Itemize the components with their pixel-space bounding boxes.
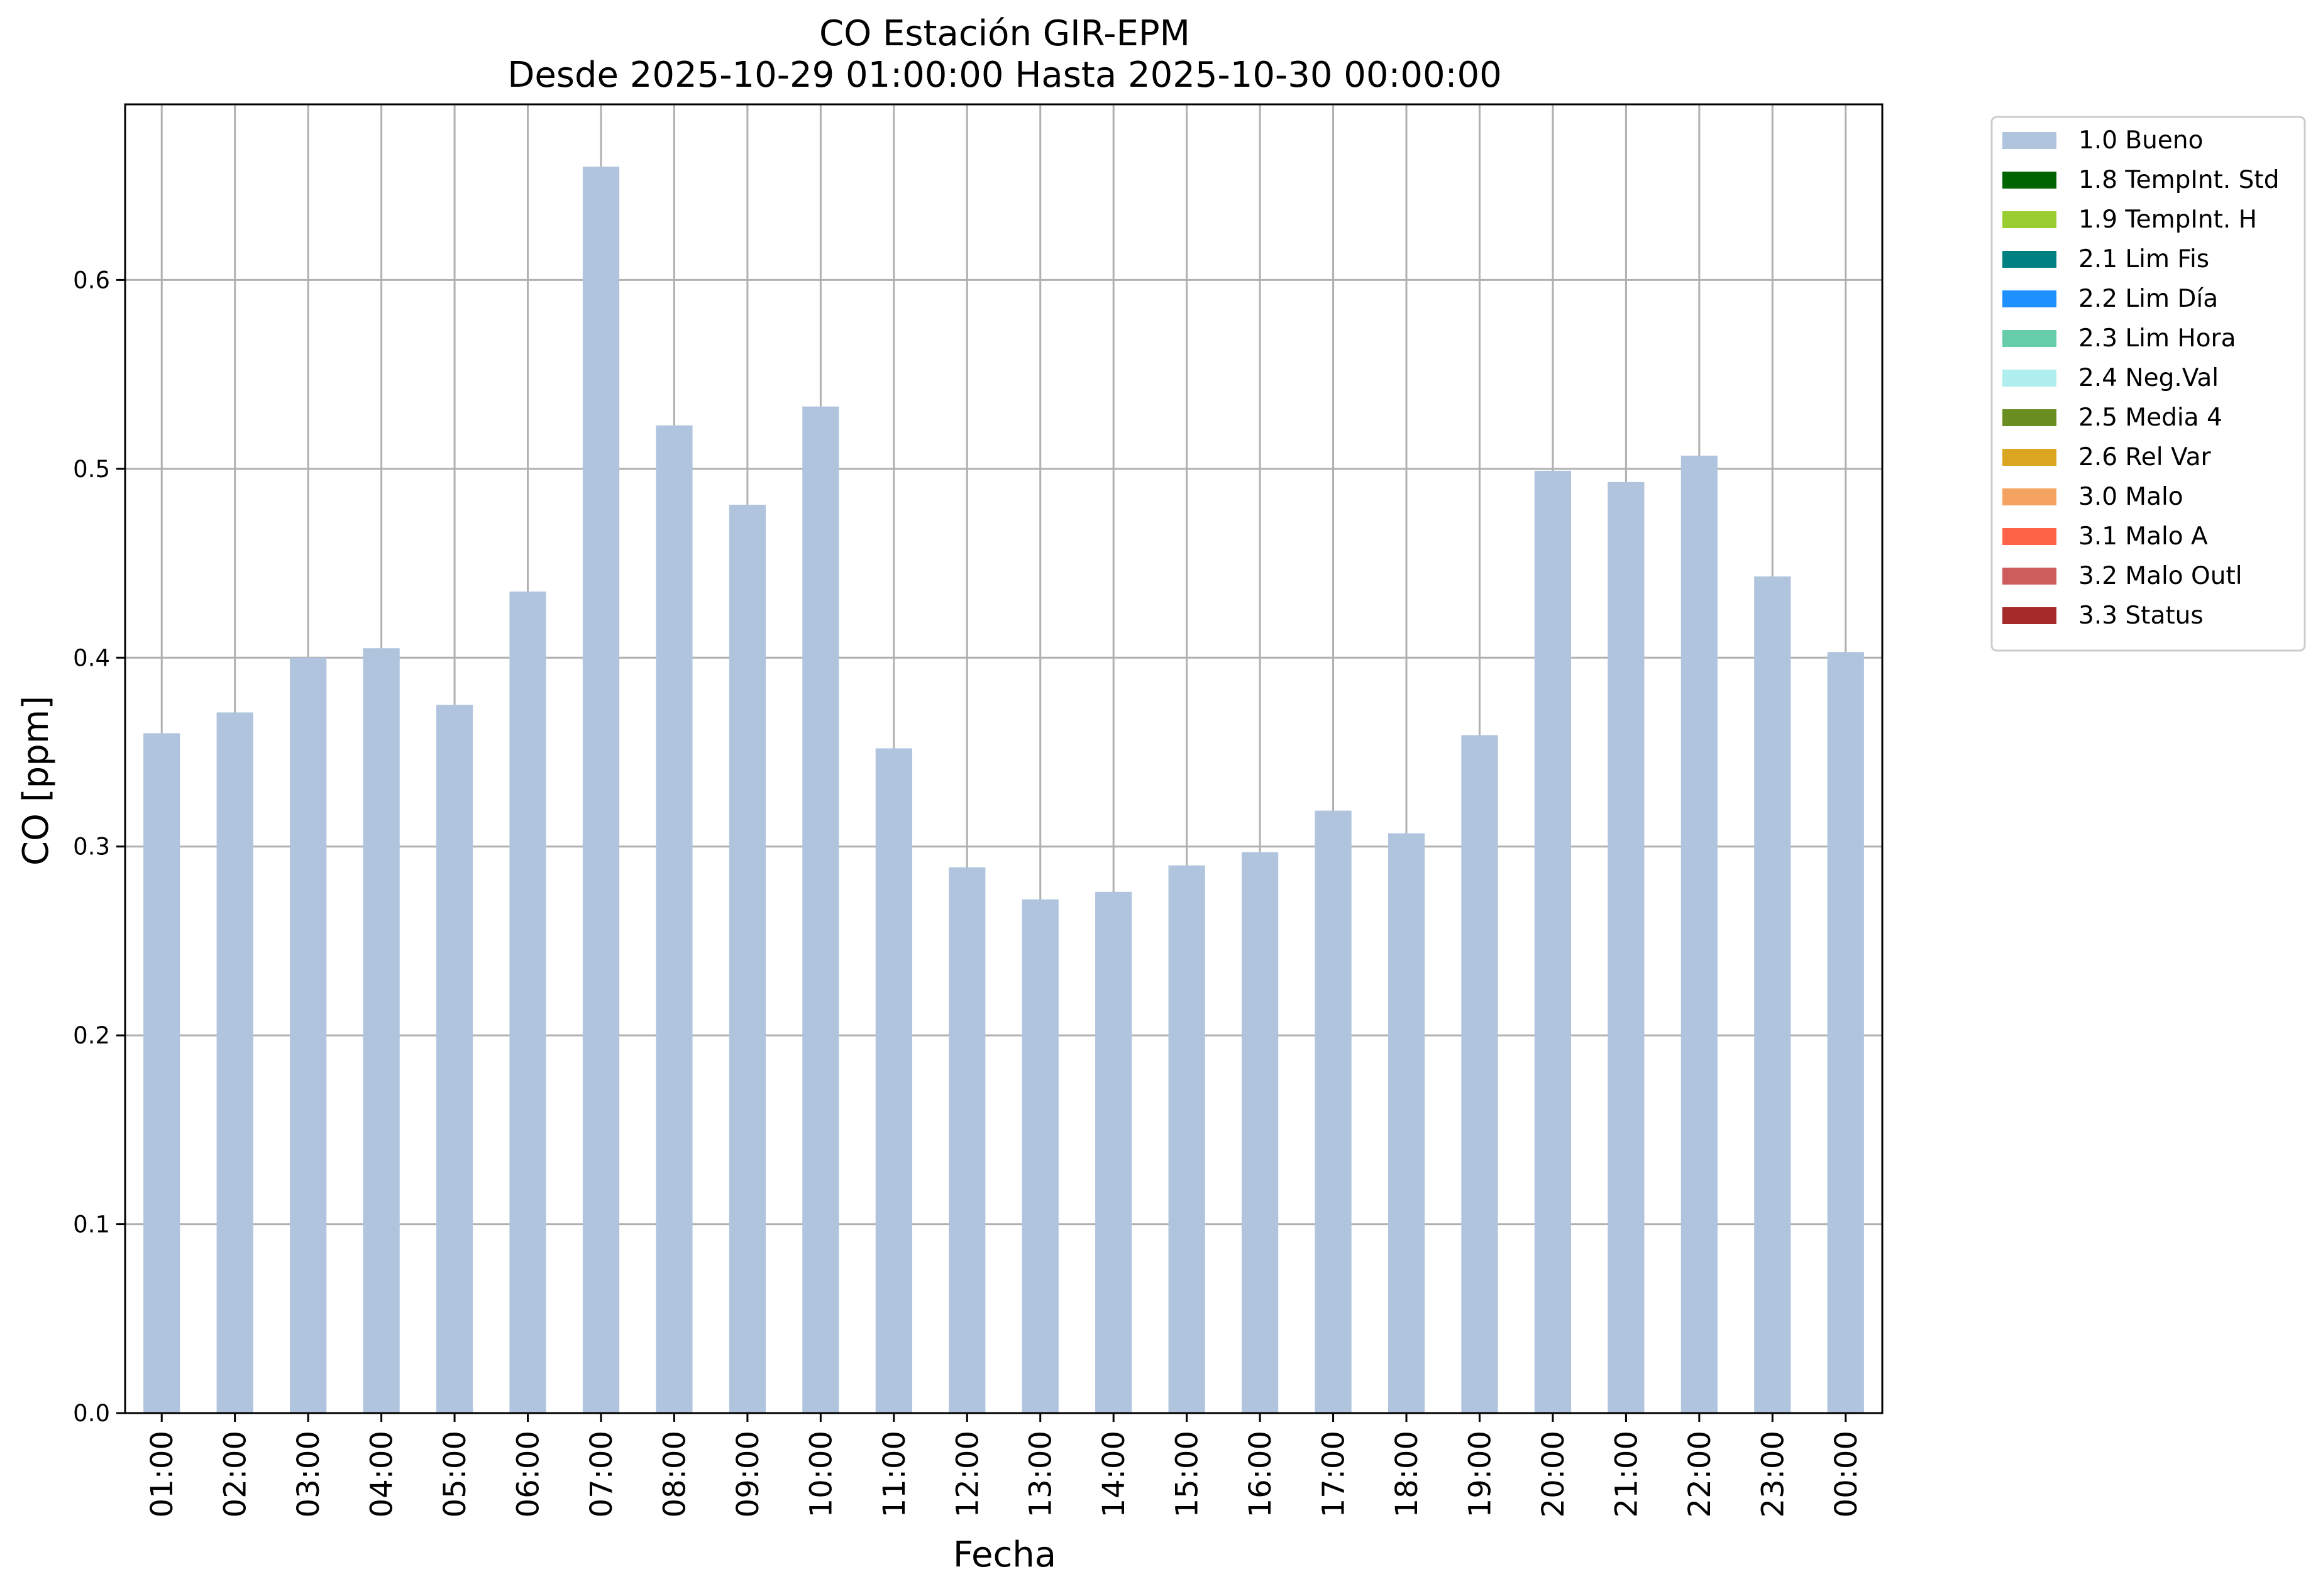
bar-1000 xyxy=(802,406,839,1413)
x-tick-label: 12:00 xyxy=(950,1431,985,1517)
legend-swatch xyxy=(2002,132,2056,149)
bar-0900 xyxy=(729,504,766,1413)
legend-swatch xyxy=(2002,172,2056,189)
x-tick-label: 22:00 xyxy=(1682,1431,1718,1517)
x-axis-title: Fecha xyxy=(953,1534,1056,1575)
legend-label: 3.3 Status xyxy=(2078,602,2204,630)
legend-swatch xyxy=(2002,488,2056,505)
y-tick-label: 0.5 xyxy=(73,456,110,483)
legend-swatch xyxy=(2002,528,2056,545)
bar-0300 xyxy=(290,658,327,1413)
y-tick-label: 0.3 xyxy=(73,834,110,861)
bar-1300 xyxy=(1022,899,1059,1413)
x-tick-label: 17:00 xyxy=(1316,1431,1352,1517)
x-tick-label: 03:00 xyxy=(291,1431,326,1517)
legend-label: 3.1 Malo A xyxy=(2078,522,2208,551)
legend-label: 1.9 TempInt. H xyxy=(2078,206,2257,234)
bar-2200 xyxy=(1680,455,1718,1413)
y-axis-title: CO [ppm] xyxy=(16,696,57,866)
x-tick-label: 14:00 xyxy=(1096,1431,1132,1517)
x-tick-label: 16:00 xyxy=(1243,1431,1278,1517)
x-tick-label: 02:00 xyxy=(218,1431,253,1517)
x-tick-label: 09:00 xyxy=(731,1431,766,1517)
y-tick-label: 0.1 xyxy=(73,1211,110,1238)
legend-label: 1.8 TempInt. Std xyxy=(2078,166,2279,194)
legend-swatch xyxy=(2002,290,2056,307)
chart-subtitle: Desde 2025-10-29 01:00:00 Hasta 2025-10-… xyxy=(507,55,1502,96)
x-tick-label: 20:00 xyxy=(1536,1431,1571,1517)
x-tick-label: 18:00 xyxy=(1389,1431,1425,1517)
bar-1600 xyxy=(1241,852,1279,1413)
x-tick-label: 10:00 xyxy=(803,1431,839,1517)
x-tick-label: 05:00 xyxy=(438,1431,473,1517)
plot-frame xyxy=(124,103,1884,1414)
x-tick-label: 01:00 xyxy=(145,1431,180,1517)
x-tick-label: 07:00 xyxy=(584,1431,619,1517)
legend-label: 2.6 Rel Var xyxy=(2078,443,2212,471)
legend-label: 1.0 Bueno xyxy=(2078,126,2203,155)
bar-0000 xyxy=(1827,652,1864,1413)
bars xyxy=(143,167,1864,1414)
bar-0200 xyxy=(216,712,253,1413)
x-tick-label: 00:00 xyxy=(1829,1431,1864,1517)
x-tick-label: 04:00 xyxy=(365,1431,400,1517)
bar-1700 xyxy=(1315,810,1352,1413)
y-tick-label: 0.0 xyxy=(73,1400,110,1427)
legend-box xyxy=(1990,116,2306,652)
y-tick-label: 0.2 xyxy=(73,1022,110,1049)
legend-label: 2.5 Media 4 xyxy=(2078,404,2222,432)
legend-swatch xyxy=(2002,211,2056,228)
legend-swatch xyxy=(2002,251,2056,268)
legend-swatch xyxy=(2002,449,2056,466)
y-axis: 0.0 0.1 0.2 0.3 0.4 0.5 0.6 xyxy=(73,267,125,1427)
x-tick-label: 06:00 xyxy=(511,1431,546,1517)
legend-label: 2.4 Neg.Val xyxy=(2078,364,2219,392)
bar-0100 xyxy=(143,733,180,1413)
legend-swatch xyxy=(2002,607,2056,624)
x-tick-label: 15:00 xyxy=(1170,1431,1205,1517)
legend-label: 3.0 Malo xyxy=(2078,483,2183,511)
bar-0800 xyxy=(656,425,693,1414)
legend-label: 3.2 Malo Outl xyxy=(2078,562,2243,590)
bar-0400 xyxy=(363,648,400,1413)
legend-swatch xyxy=(2002,568,2056,585)
legend-swatch xyxy=(2002,409,2056,426)
bar-0500 xyxy=(436,705,473,1413)
x-tick-label: 19:00 xyxy=(1462,1431,1498,1517)
chart-title: CO Estación GIR-EPM xyxy=(819,13,1190,54)
bar-1200 xyxy=(949,867,986,1413)
y-tick-label: 0.4 xyxy=(73,644,110,671)
bar-1900 xyxy=(1461,735,1498,1413)
legend-label: 2.1 Lim Fis xyxy=(2078,245,2209,273)
y-tick-label: 0.6 xyxy=(73,267,110,294)
x-axis: 01:00 02:00 03:00 04:00 05:00 06:00 07:00 08:00… xyxy=(145,1413,1864,1517)
legend-label: 2.3 Lim Hora xyxy=(2078,324,2236,353)
legend-swatch xyxy=(2002,330,2056,347)
bar-1400 xyxy=(1095,891,1132,1413)
x-tick-label: 21:00 xyxy=(1609,1431,1644,1517)
bar-1100 xyxy=(875,748,912,1413)
bar-0700 xyxy=(582,167,620,1414)
x-tick-label: 23:00 xyxy=(1755,1431,1791,1517)
x-tick-label: 08:00 xyxy=(657,1431,692,1517)
legend: 1.0 Bueno 1.8 TempInt. Std 1.9 TempInt. H 2… xyxy=(1990,116,2306,652)
bar-2000 xyxy=(1534,470,1572,1413)
x-tick-label: 13:00 xyxy=(1024,1431,1059,1517)
bar-2100 xyxy=(1608,482,1645,1414)
legend-swatch xyxy=(2002,370,2056,387)
legend-label: 2.2 Lim Día xyxy=(2078,285,2218,313)
bar-2300 xyxy=(1754,576,1791,1413)
bar-1500 xyxy=(1168,865,1205,1413)
bar-1800 xyxy=(1388,833,1425,1413)
bar-0600 xyxy=(509,592,546,1413)
x-tick-label: 11:00 xyxy=(877,1431,912,1517)
